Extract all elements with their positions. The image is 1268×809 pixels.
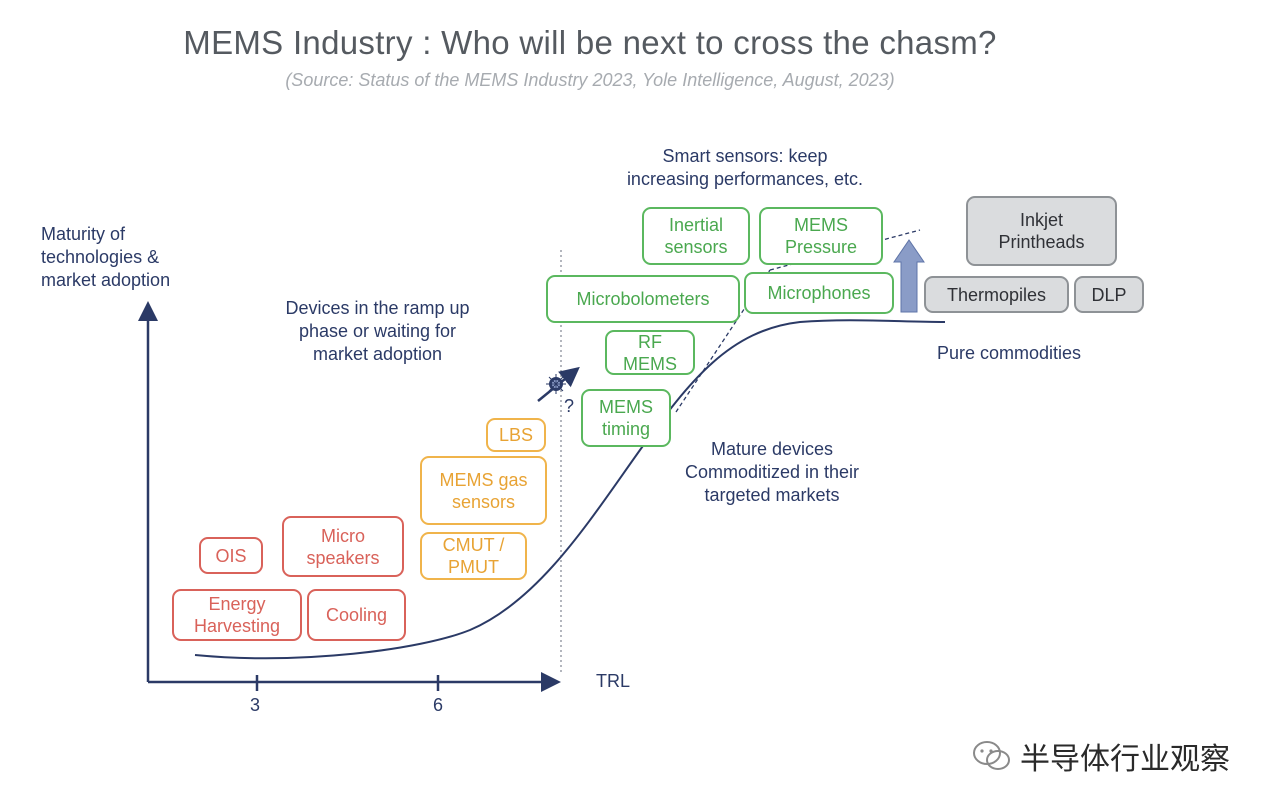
commodities-annotation: Pure commodities	[937, 343, 1082, 363]
annotation-line: market adoption	[312, 344, 443, 364]
box-microphones: Microphones	[744, 272, 894, 314]
box-text: Micro	[320, 525, 365, 546]
box-mems-pressure: MEMS Pressure	[759, 207, 883, 265]
box-text: Inertial	[668, 215, 724, 235]
box-text: MEMS	[794, 215, 848, 235]
box-text: timing	[601, 419, 650, 439]
box-ois: OIS	[199, 537, 263, 574]
box-text: CMUT /	[442, 535, 505, 555]
box-dlp: DLP	[1074, 276, 1144, 313]
box-text: sensors	[451, 491, 516, 512]
box-text: Pressure	[784, 237, 858, 257]
box-mems-timing: MEMS timing	[581, 389, 671, 447]
box-text: Harvesting	[193, 616, 281, 636]
ramp-up-annotation: Devices in the ramp up phase or waiting …	[250, 297, 505, 366]
annotation-line: targeted markets	[704, 485, 840, 505]
box-text: Thermopiles	[946, 284, 1047, 305]
annotation-line: phase or waiting for	[298, 321, 457, 341]
annotation-line: Smart sensors: keep	[662, 146, 828, 166]
page-title: MEMS Industry : Who will be next to cros…	[183, 24, 997, 61]
box-cooling: Cooling	[307, 589, 406, 641]
box-thermopiles: Thermopiles	[924, 276, 1069, 313]
box-microbolometers: Microbolometers	[546, 275, 740, 323]
wechat-icon	[973, 741, 1010, 770]
watermark: 半导体行业观察	[972, 734, 1230, 778]
box-micro-speakers: Micro speakers	[282, 516, 404, 577]
question-mark: ?	[564, 396, 575, 416]
box-rf-mems: RF MEMS	[605, 330, 695, 375]
mature-annotation: Mature devices Commoditized in their tar…	[652, 438, 892, 507]
box-text: Microphones	[767, 283, 871, 303]
box-text: Printheads	[998, 232, 1085, 252]
box-text: MEMS	[623, 353, 677, 374]
adoption-curve	[194, 319, 946, 660]
box-text: MEMS gas	[439, 469, 528, 490]
box-text: PMUT	[447, 557, 499, 577]
box-text: sensors	[664, 237, 728, 257]
box-inertial-sensors: Inertial sensors	[642, 207, 750, 265]
spark-icon	[546, 374, 566, 394]
box-cmut-pmut: CMUT / PMUT	[420, 532, 527, 580]
smart-sensors-annotation: Smart sensors: keep increasing performan…	[590, 145, 900, 191]
box-text: RF	[638, 331, 662, 352]
up-arrow-icon	[893, 239, 925, 313]
x-tick-label-3: 3	[250, 695, 261, 715]
watermark-text: 半导体行业观察	[1020, 742, 1230, 777]
annotation-line: Mature devices	[710, 439, 834, 459]
box-text: speakers	[306, 547, 380, 568]
y-axis-label-line: market adoption	[41, 270, 171, 290]
annotation-line: Devices in the ramp up	[285, 298, 470, 318]
page-subtitle: (Source: Status of the MEMS Industry 202…	[285, 70, 895, 90]
box-lbs: LBS	[486, 418, 546, 452]
box-text: Inkjet	[1019, 210, 1064, 230]
y-axis-label-line: technologies &	[41, 247, 160, 267]
box-text: OIS	[215, 545, 247, 566]
box-text: MEMS	[599, 397, 653, 417]
box-inkjet-printheads: Inkjet Printheads	[966, 196, 1117, 266]
box-text: Microbolometers	[576, 289, 710, 309]
box-text: Energy	[208, 594, 266, 614]
x-axis-label: TRL	[596, 671, 631, 691]
box-text: DLP	[1091, 284, 1127, 305]
x-tick-label-6: 6	[433, 695, 444, 715]
annotation-line: increasing performances, etc.	[626, 169, 864, 189]
box-mems-gas-sensors: MEMS gas sensors	[420, 456, 547, 525]
y-axis-label-line: Maturity of	[41, 224, 126, 244]
box-text: Cooling	[325, 605, 388, 625]
box-energy-harvesting: Energy Harvesting	[172, 589, 302, 641]
box-text: LBS	[498, 425, 534, 445]
y-axis-label: Maturity of technologies & market adopti…	[41, 223, 170, 292]
annotation-line: Commoditized in their	[684, 462, 860, 482]
